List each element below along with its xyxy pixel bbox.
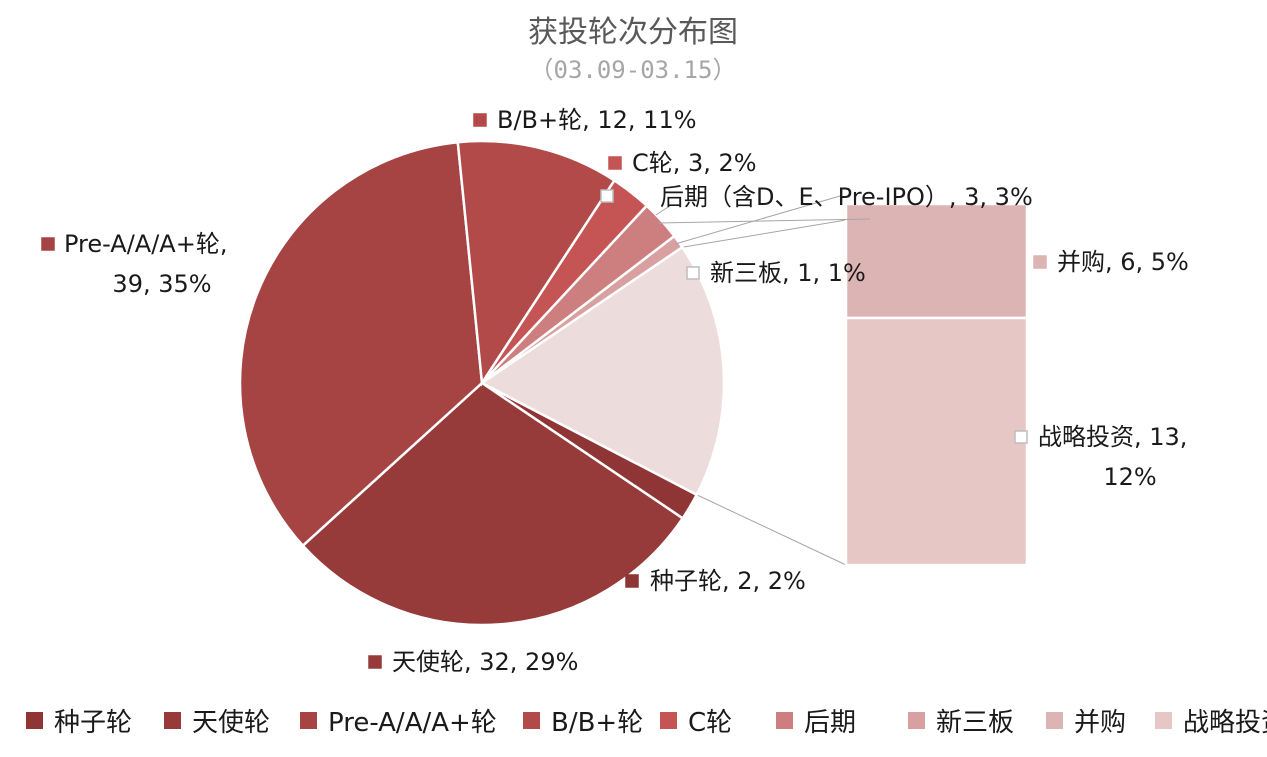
- data-labels: 种子轮, 2, 2% 天使轮, 32, 29% Pre-A/A/A+轮, 39, 35…: [41, 106, 1189, 676]
- chart-title: 获投轮次分布图: [528, 15, 738, 50]
- pie-slice-prea: [238, 140, 484, 548]
- data-label-zhongzi: 种子轮, 2, 2%: [650, 567, 806, 595]
- legend-item-prea: Pre-A/A/A+轮: [328, 708, 497, 738]
- legend-item-zhongzi: 种子轮: [54, 708, 132, 738]
- legend: 种子轮 天使轮 Pre-A/A/A+轮 B/B+轮 C轮 后期 新三板 并购 战略投资: [26, 708, 1267, 738]
- data-label-marker-zhanlue: [1014, 430, 1028, 444]
- data-label-binggou: 并购, 6, 5%: [1057, 248, 1189, 276]
- legend-item-bb: B/B+轮: [551, 708, 643, 738]
- leader-line-xinsanban: [675, 195, 841, 245]
- connector-line-bottom: [696, 494, 847, 566]
- legend-item-houqi: 后期: [804, 708, 856, 738]
- data-label-prea: Pre-A/A/A+轮, 39, 35%: [64, 230, 227, 298]
- leader-line-houqi: [658, 218, 871, 224]
- legend-item-zhanlue: 战略投资: [1183, 708, 1267, 738]
- data-label-marker-houqi: [600, 189, 614, 203]
- data-label-marker-xinsanban: [686, 266, 700, 280]
- legend-swatch-houqi: [776, 712, 793, 729]
- data-label-marker-binggou: [1033, 255, 1047, 269]
- pie-slice-tianshi: [301, 381, 685, 627]
- data-label-bb: B/B+轮, 12, 11%: [497, 106, 697, 134]
- legend-item-xinsanban: 新三板: [936, 708, 1014, 738]
- legend-swatch-bb: [523, 712, 540, 729]
- connector-line-top: [682, 219, 847, 248]
- data-label-tianshi: 天使轮, 32, 29%: [392, 648, 578, 676]
- bar-segment-zhanlue: [844, 316, 1029, 567]
- leader-line-houqi-marker: [655, 206, 669, 216]
- legend-item-c: C轮: [688, 708, 732, 738]
- data-label-marker-tianshi: [368, 655, 382, 669]
- connector-lines: [682, 219, 847, 566]
- chart-subtitle: （03.09-03.15）: [530, 56, 737, 84]
- pie-slice-bb: [456, 139, 617, 387]
- data-label-zhanlue: 战略投资, 13, 12%: [1038, 423, 1187, 491]
- legend-swatch-binggou: [1046, 712, 1063, 729]
- legend-swatch-xinsanban: [908, 712, 925, 729]
- legend-swatch-c: [660, 712, 677, 729]
- legend-item-binggou: 并购: [1074, 708, 1126, 738]
- data-label-marker-bb: [473, 113, 487, 127]
- bar-segment-binggou: [844, 202, 1029, 320]
- legend-swatch-tianshi: [164, 712, 181, 729]
- legend-swatch-zhongzi: [26, 712, 43, 729]
- pie-slices: [238, 139, 726, 627]
- data-label-houqi: 后期（含D、E、Pre-IPO）, 3, 3%: [660, 183, 1033, 211]
- legend-item-tianshi: 天使轮: [192, 708, 270, 738]
- legend-swatch-prea: [300, 712, 317, 729]
- data-label-xinsanban: 新三板, 1, 1%: [710, 259, 866, 287]
- data-label-c: C轮, 3, 2%: [632, 149, 757, 177]
- data-label-marker-prea: [41, 237, 55, 251]
- secondary-stack-bar: [844, 202, 1029, 567]
- data-label-marker-zhongzi: [625, 574, 639, 588]
- legend-swatch-zhanlue: [1155, 712, 1172, 729]
- data-label-marker-c: [608, 156, 622, 170]
